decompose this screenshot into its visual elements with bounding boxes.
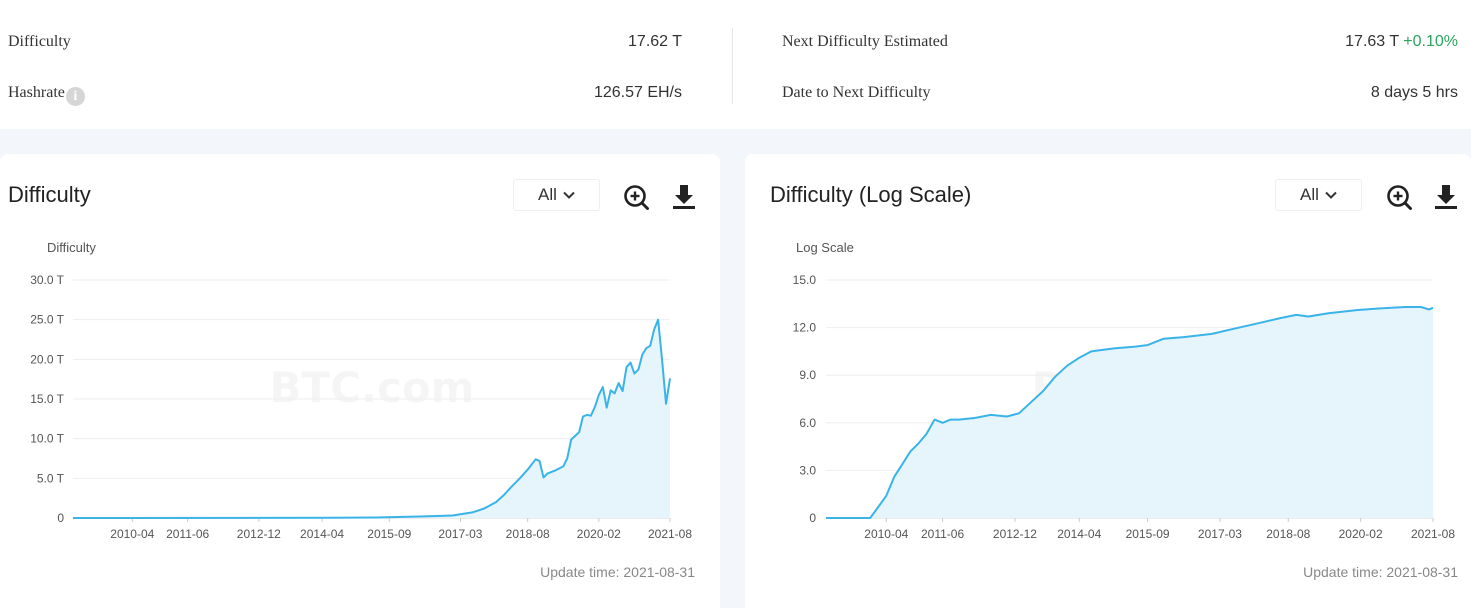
difficulty-range-select[interactable]: All (513, 179, 600, 211)
range-select-value: All (538, 185, 557, 204)
series-area (73, 319, 670, 518)
y-tick-label: 15.0 (793, 273, 817, 287)
difficulty-value: 17.62 T (628, 33, 682, 50)
y-tick-label: 3.0 (799, 463, 816, 477)
chevron-down-icon (1325, 191, 1337, 199)
info-icon[interactable]: i (65, 87, 85, 106)
y-tick-label: 5.0 T (37, 471, 65, 485)
y-tick-label: 10.0 T (30, 432, 64, 446)
difficulty-update-time: Update time: 2021-08-31 (540, 564, 695, 580)
next-difficulty-value-group: 17.63 T +0.10% (1345, 33, 1458, 51)
date-to-next-label: Date to Next Difficulty (782, 84, 931, 101)
next-difficulty-value: 17.63 T (1345, 33, 1399, 50)
zoom-in-icon[interactable] (622, 183, 650, 211)
y-tick-label: 9.0 (799, 368, 816, 382)
stats-divider (732, 28, 733, 104)
series-line (826, 306, 1434, 519)
watermark: BTC.com (270, 363, 475, 412)
difficulty-log-update-time: Update time: 2021-08-31 (1303, 564, 1458, 580)
x-tick-label: 2018-08 (1266, 527, 1310, 541)
y-tick-label: 15.0 T (30, 392, 64, 406)
y-tick-label: 12.0 (793, 321, 817, 335)
x-tick-label: 2012-12 (993, 527, 1037, 541)
next-difficulty-change: +0.10% (1403, 33, 1458, 50)
download-icon[interactable] (1432, 183, 1460, 211)
hashrate-label-group: Hashrate i (8, 84, 85, 106)
difficulty-chart[interactable]: BTC.com Difficulty 0 5.0 T 10.0 T 15.0 T 20.0 … (0, 0, 720, 608)
download-icon[interactable] (670, 183, 698, 211)
x-tick-label: 2010-04 (864, 527, 908, 541)
zoom-in-icon[interactable] (1385, 183, 1413, 211)
difficulty-panel (0, 154, 720, 608)
y-axis-label: Difficulty (47, 240, 96, 255)
range-select-value: All (1300, 185, 1319, 204)
x-tick-label: 2012-12 (237, 527, 281, 541)
x-tick-label: 2020-02 (1339, 527, 1383, 541)
y-tick-label: 0 (809, 511, 816, 525)
x-tick-label: 2015-09 (1126, 527, 1170, 541)
difficulty-chart-title: Difficulty (8, 182, 91, 207)
x-tick-label: 2014-04 (300, 527, 344, 541)
date-to-next-value: 8 days 5 hrs (1370, 84, 1458, 101)
x-tick-label: 2017-03 (438, 527, 482, 541)
x-tick-label: 2021-08 (1411, 527, 1455, 541)
y-tick-label: 30.0 T (30, 273, 64, 287)
difficulty-label: Difficulty (8, 33, 71, 50)
x-tick-label: 2011-06 (166, 527, 209, 541)
series-line (72, 318, 671, 519)
series-area (826, 307, 1433, 518)
y-tick-label: 0 (57, 511, 64, 525)
difficulty-log-range-select[interactable]: All (1275, 179, 1362, 211)
hashrate-label: Hashrate (8, 84, 65, 101)
x-tick-label: 2018-08 (506, 527, 550, 541)
hashrate-value: 126.57 EH/s (593, 84, 682, 101)
chevron-down-icon (563, 191, 575, 199)
x-tick-label: 2014-04 (1057, 527, 1101, 541)
stats-strip: Difficulty 17.62 T Hashrate i 126.57 EH/s… (0, 0, 1471, 129)
y-tick-label: 25.0 T (30, 313, 64, 327)
y-axis-label: Log Scale (796, 240, 854, 255)
x-tick-label: 2010-04 (110, 527, 154, 541)
x-tick-label: 2020-02 (577, 527, 621, 541)
x-tick-label: 2017-03 (1198, 527, 1242, 541)
y-tick-label: 20.0 T (30, 352, 64, 366)
next-difficulty-label: Next Difficulty Estimated (782, 33, 948, 50)
y-tick-label: 6.0 (799, 416, 816, 430)
x-tick-label: 2021-08 (648, 527, 692, 541)
x-tick-label: 2011-06 (921, 527, 964, 541)
difficulty-log-chart-title: Difficulty (Log Scale) (770, 182, 972, 207)
x-tick-label: 2015-09 (367, 527, 411, 541)
